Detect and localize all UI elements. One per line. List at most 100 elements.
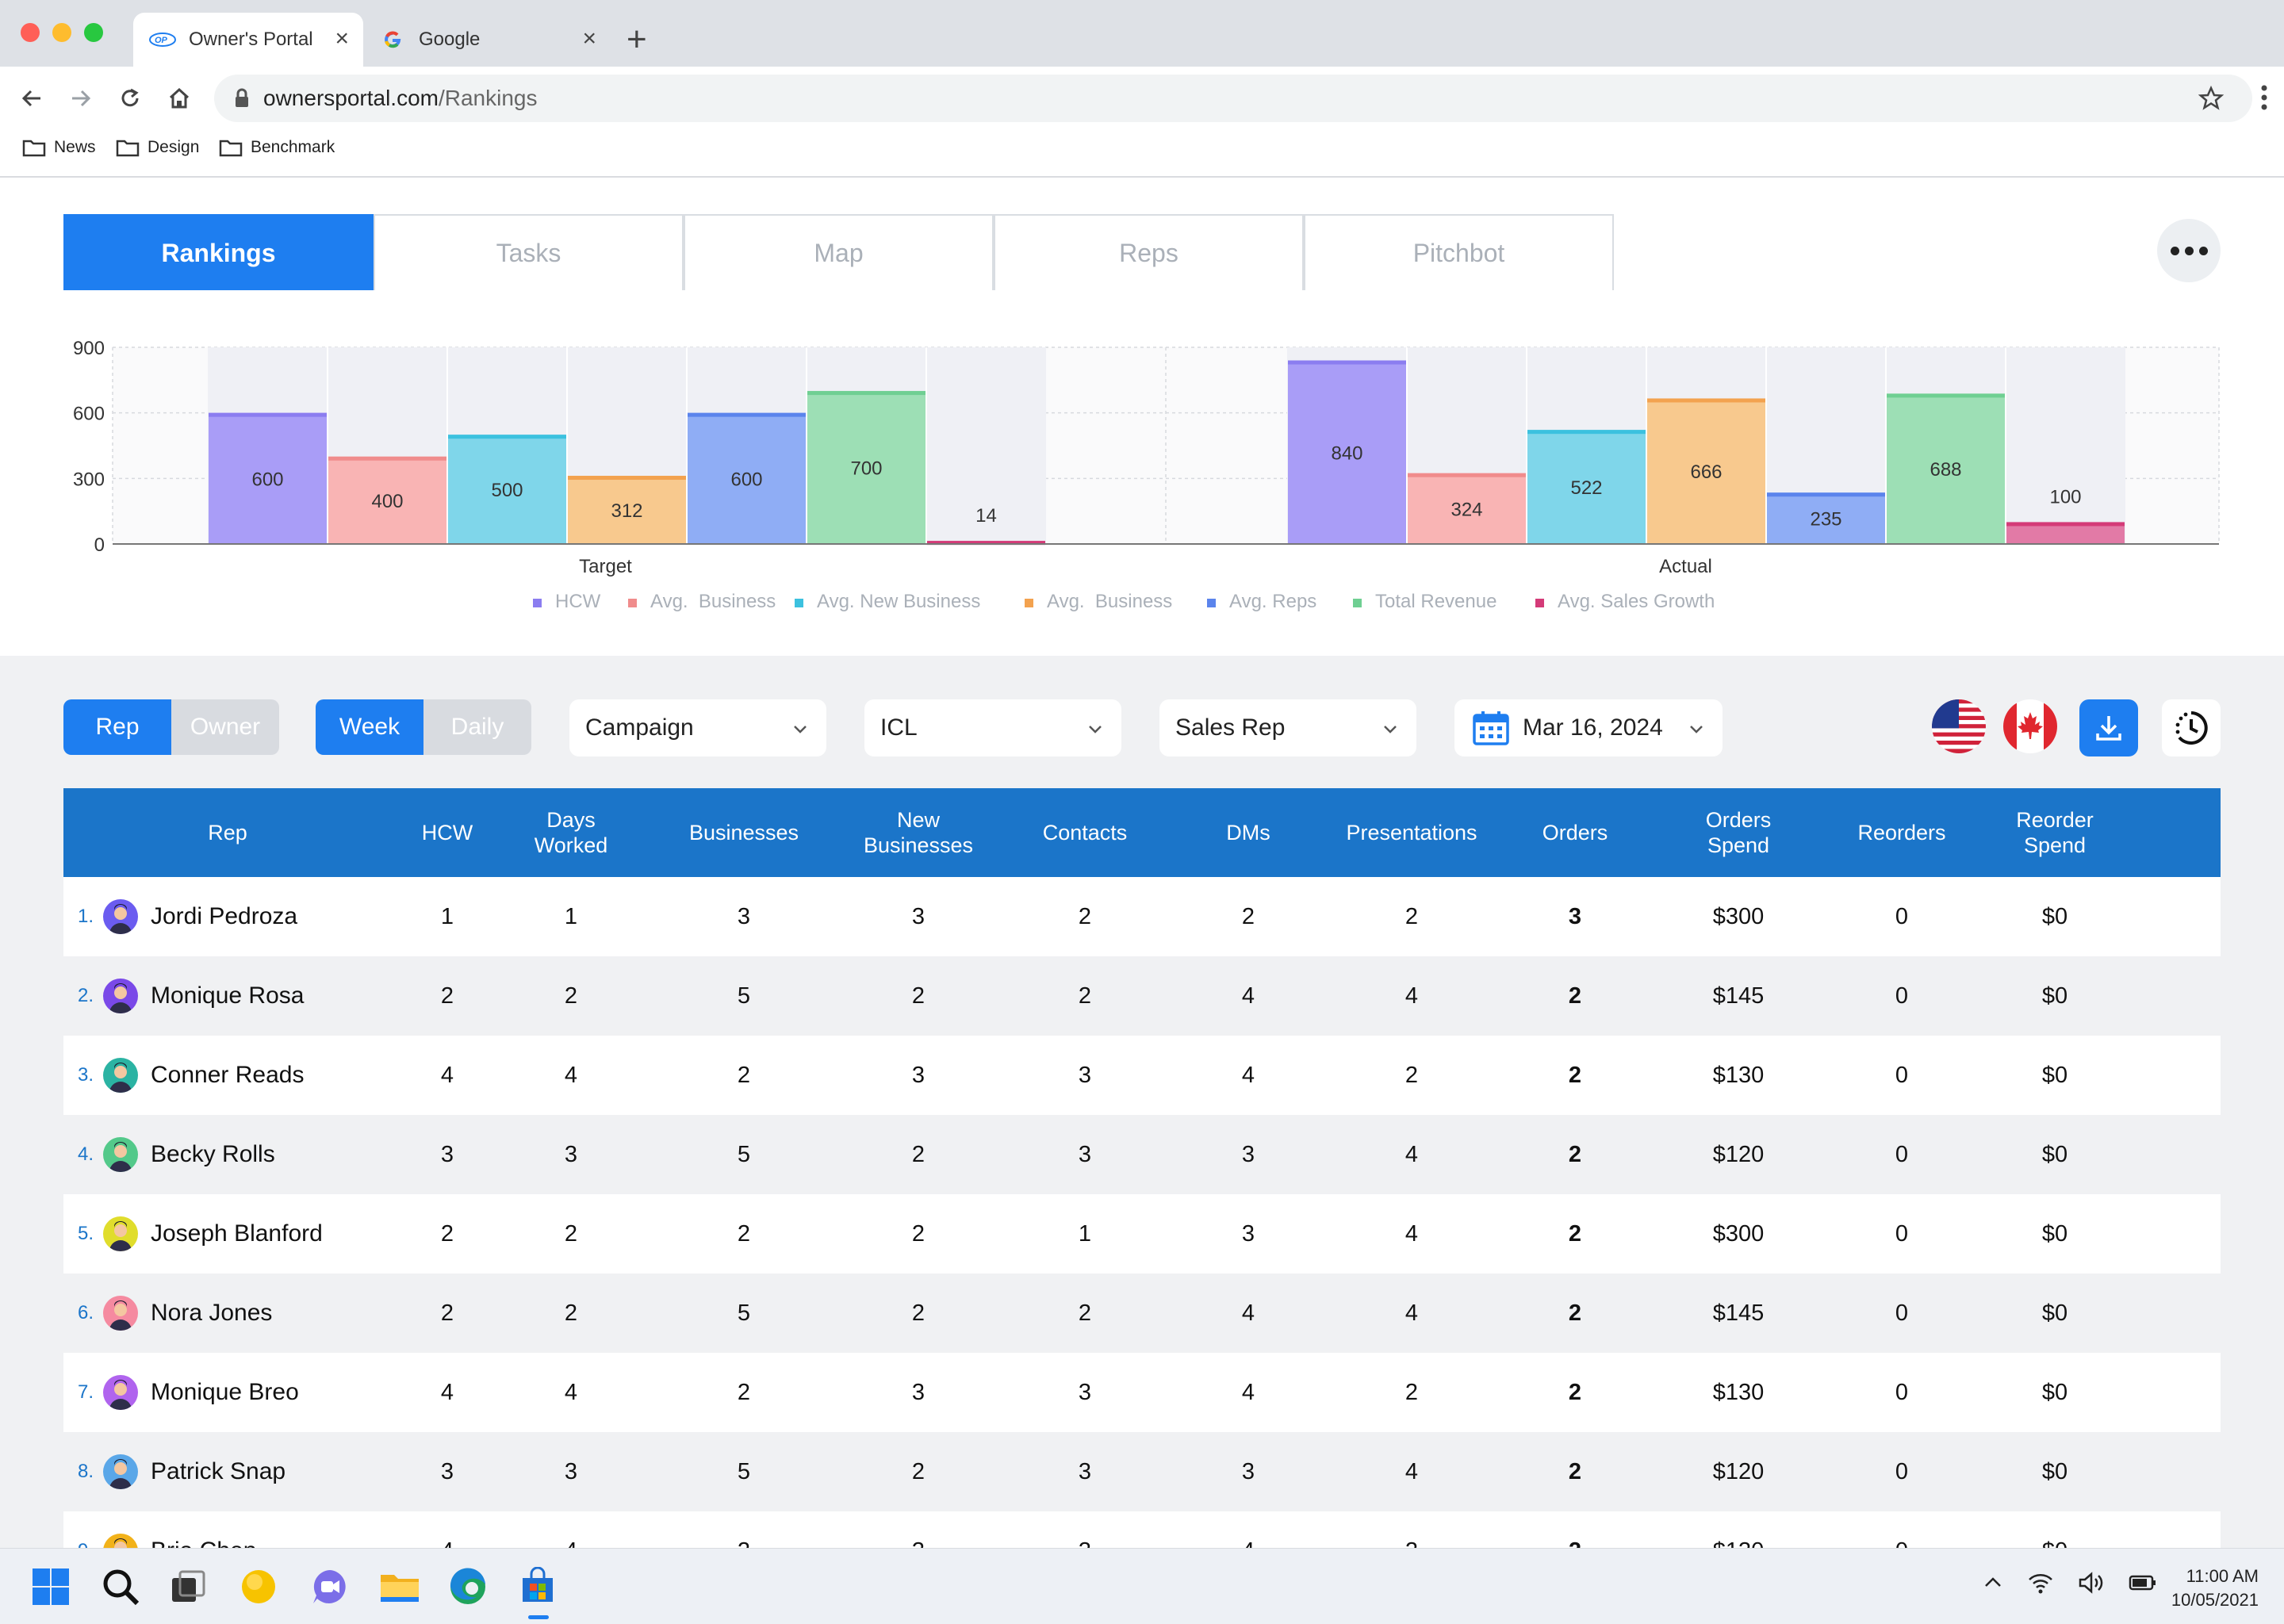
header-businesses[interactable]: Businesses — [688, 821, 799, 845]
maximize-window-button[interactable] — [84, 23, 103, 42]
bookmark-news[interactable]: News — [22, 138, 96, 157]
file-explorer-icon[interactable] — [377, 1565, 422, 1609]
table-row[interactable]: 3. Conner Reads 4 4 2 3 3 4 2 2 $130 0 $0 — [63, 1036, 2221, 1115]
toggle-daily[interactable]: Daily — [423, 699, 531, 755]
tab-reps[interactable]: Reps — [994, 214, 1304, 290]
table-row[interactable]: 2. Monique Rosa 2 2 5 2 2 4 4 2 $145 0 $0 — [63, 956, 2221, 1036]
cell-hcw: 4 — [392, 1538, 503, 1549]
rep-name[interactable]: Bria Chen — [151, 1538, 256, 1548]
minimize-window-button[interactable] — [52, 23, 71, 42]
table-row[interactable]: 7. Monique Breo 4 4 2 3 3 4 2 2 $130 0 $0 — [63, 1353, 2221, 1432]
cell-dms: 4 — [1182, 1538, 1315, 1549]
close-window-button[interactable] — [21, 23, 40, 42]
cell-orders-spend: $130 — [1712, 1062, 1765, 1088]
volume-icon[interactable] — [2078, 1571, 2105, 1595]
address-bar[interactable]: ownersportal.com/Rankings — [214, 75, 2252, 122]
data-label: 324 — [1450, 499, 1482, 520]
date-picker[interactable]: Mar 16, 2024 — [1454, 699, 1723, 756]
header-reorders[interactable]: Reorders — [1857, 821, 1946, 845]
bar-cap — [2006, 522, 2125, 527]
toggle-owner[interactable]: Owner — [171, 699, 279, 755]
header-reorder-spend[interactable]: Reorder Spend — [2016, 808, 2094, 857]
table-row[interactable]: 6. Nora Jones 2 2 5 2 2 4 4 2 $145 0 $0 — [63, 1274, 2221, 1353]
system-tray — [1983, 1571, 2157, 1595]
header-hcw[interactable]: HCW — [421, 821, 473, 845]
data-label: 100 — [2049, 486, 2081, 508]
table-row[interactable]: 5. Joseph Blanford 2 2 2 2 1 3 4 2 $300 0 $0 — [63, 1194, 2221, 1274]
avatar — [103, 1375, 138, 1410]
rank-number: 2. — [78, 985, 94, 1006]
cell-presentations: 4 — [1405, 1300, 1419, 1326]
rep-name[interactable]: Joseph Blanford — [151, 1220, 323, 1247]
download-button[interactable] — [2079, 699, 2138, 756]
bookmark-benchmark[interactable]: Benchmark — [219, 138, 335, 157]
search-icon[interactable] — [98, 1565, 143, 1609]
header-presentations[interactable]: Presentations — [1346, 821, 1477, 845]
cell-hcw: 3 — [440, 1458, 454, 1484]
history-button[interactable] — [2162, 699, 2221, 756]
role-dropdown[interactable]: Sales Rep — [1159, 699, 1416, 756]
legend-swatch — [1025, 599, 1033, 607]
header-days-worked[interactable]: Days Worked — [534, 808, 608, 857]
store-icon[interactable] — [515, 1565, 560, 1619]
header-new-businesses[interactable]: New Businesses — [863, 808, 974, 857]
reload-button[interactable] — [111, 79, 149, 117]
canada-flag-icon[interactable] — [2003, 699, 2057, 753]
wifi-icon[interactable] — [2027, 1571, 2054, 1595]
new-tab-button[interactable]: + — [627, 20, 647, 59]
avatar — [103, 1454, 138, 1489]
bookmark-design[interactable]: Design — [116, 138, 199, 157]
header-orders-spend[interactable]: Orders Spend — [1705, 808, 1772, 857]
campaign-dropdown[interactable]: Campaign — [569, 699, 826, 756]
browser-menu-icon[interactable] — [2260, 84, 2268, 115]
program-dropdown[interactable]: ICL — [864, 699, 1121, 756]
cell-days-worked: 2 — [564, 1300, 578, 1326]
widgets-icon[interactable] — [236, 1565, 281, 1609]
header-rep[interactable]: Rep — [208, 821, 247, 845]
forward-button[interactable] — [62, 79, 100, 117]
battery-icon[interactable] — [2129, 1573, 2157, 1592]
rep-name[interactable]: Nora Jones — [151, 1300, 273, 1326]
cell-hcw: 1 — [440, 903, 454, 929]
home-button[interactable] — [160, 79, 198, 117]
rep-name[interactable]: Monique Rosa — [151, 982, 305, 1009]
system-clock[interactable]: 11:00 AM 10/05/2021 — [2171, 1565, 2259, 1612]
close-tab-icon[interactable]: × — [335, 25, 349, 52]
us-flag-icon[interactable] — [1932, 699, 1986, 753]
rep-name[interactable]: Jordi Pedroza — [151, 903, 298, 929]
tab-rankings[interactable]: Rankings — [63, 214, 374, 290]
header-contacts[interactable]: Contacts — [1042, 821, 1128, 845]
bookmark-star-icon[interactable] — [2198, 86, 2224, 111]
table-row[interactable]: 1. Jordi Pedroza 1 1 3 3 2 2 2 3 $300 0 $0 — [63, 877, 2221, 956]
rep-name[interactable]: Monique Breo — [151, 1379, 299, 1405]
cell-reorders: 0 — [1895, 1141, 1909, 1167]
url-path: /Rankings — [438, 86, 538, 110]
chevron-up-icon[interactable] — [1983, 1572, 2003, 1593]
toggle-week[interactable]: Week — [316, 699, 423, 755]
chevron-down-icon — [1089, 726, 1102, 733]
tab-map[interactable]: Map — [684, 214, 994, 290]
browser-tab-google[interactable]: Google × — [363, 13, 611, 67]
table-row[interactable]: 8. Patrick Snap 3 3 5 2 3 3 4 2 $120 0 $0 — [63, 1432, 2221, 1511]
table-row[interactable]: 4. Becky Rolls 3 3 5 2 3 3 4 2 $120 0 $0 — [63, 1115, 2221, 1194]
start-menu-icon[interactable] — [29, 1565, 73, 1609]
teams-chat-icon[interactable] — [308, 1565, 352, 1609]
rep-name[interactable]: Patrick Snap — [151, 1458, 286, 1484]
rep-name[interactable]: Conner Reads — [151, 1062, 305, 1088]
tab-pitchbot[interactable]: Pitchbot — [1304, 214, 1614, 290]
header-orders[interactable]: Orders — [1542, 821, 1608, 845]
task-view-icon[interactable] — [165, 1565, 209, 1609]
header-dms[interactable]: DMs — [1226, 821, 1270, 845]
back-button[interactable] — [13, 79, 51, 117]
tab-tasks[interactable]: Tasks — [374, 214, 684, 290]
cell-orders: 2 — [1568, 1379, 1582, 1405]
browser-tab-owners-portal[interactable]: OP Owner's Portal × — [133, 13, 363, 67]
toggle-rep[interactable]: Rep — [63, 699, 171, 755]
close-tab-icon[interactable]: × — [582, 25, 596, 52]
cell-dms: 4 — [1241, 1300, 1255, 1326]
cell-presentations: 2 — [1405, 1062, 1419, 1088]
edge-browser-icon[interactable] — [446, 1565, 490, 1609]
more-options-button[interactable] — [2157, 219, 2221, 282]
rep-name[interactable]: Becky Rolls — [151, 1141, 275, 1167]
